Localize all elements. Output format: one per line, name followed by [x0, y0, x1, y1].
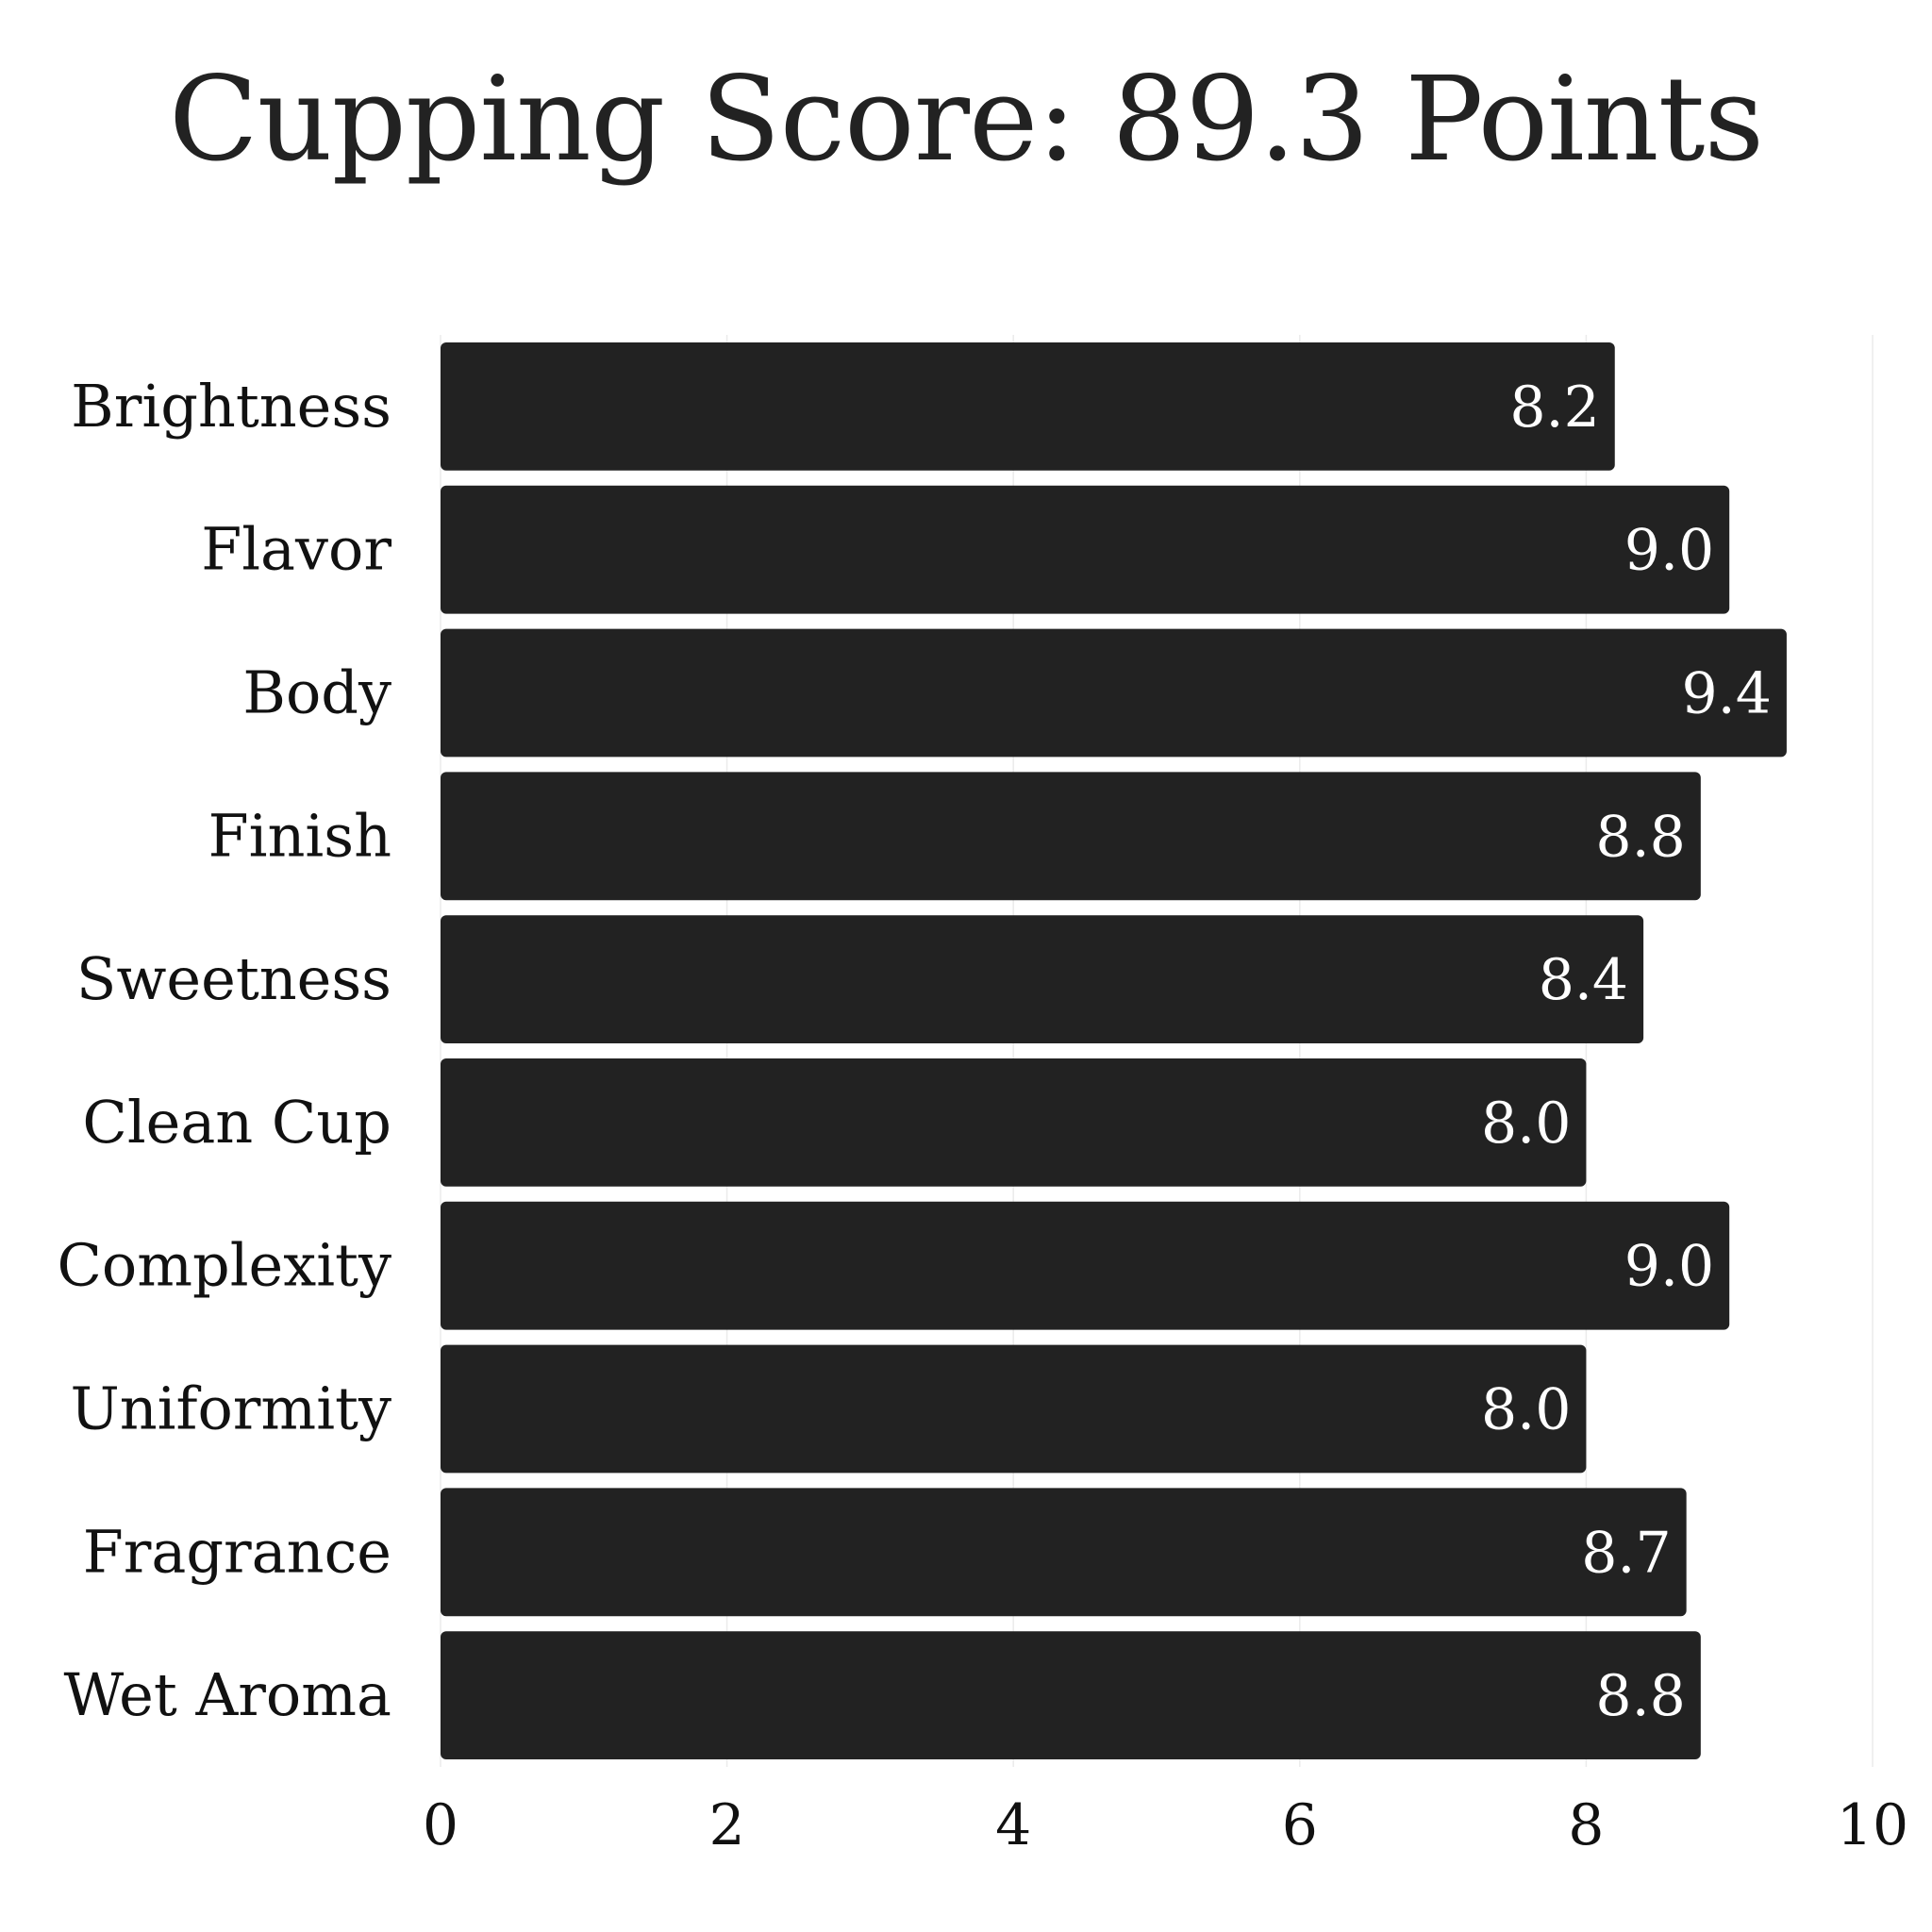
category-label-clean-cup: Clean Cup [82, 1088, 391, 1157]
x-tick-label-2: 2 [709, 1792, 745, 1858]
value-label-sweetness: 8.4 [1539, 947, 1628, 1013]
bar-uniformity [441, 1344, 1587, 1474]
x-tick-label-8: 8 [1568, 1792, 1604, 1858]
bar-clean-cup [441, 1058, 1587, 1187]
category-label-brightness: Brightness [71, 372, 391, 441]
value-label-uniformity: 8.0 [1481, 1377, 1571, 1443]
value-label-body: 9.4 [1681, 661, 1771, 727]
bars: 8.2 9.0 9.4 8.8 8.4 8.0 9.0 8.0 8.7 8.8 [441, 342, 1787, 1759]
category-labels: Brightness Flavor Body Finish Sweetness Clean… [57, 372, 391, 1729]
value-label-wet-aroma: 8.8 [1595, 1663, 1685, 1729]
bar-complexity [441, 1201, 1730, 1330]
category-label-fragrance: Fragrance [83, 1517, 391, 1586]
value-label-clean-cup: 8.0 [1481, 1091, 1571, 1157]
bar-fragrance [441, 1488, 1687, 1617]
x-axis-tick-labels: 0 2 4 6 8 10 [423, 1792, 1908, 1858]
chart-title: Cupping Score: 89.3 Points [168, 52, 1764, 188]
category-label-uniformity: Uniformity [71, 1374, 392, 1443]
x-tick-label-10: 10 [1837, 1792, 1908, 1858]
value-label-fragrance: 8.7 [1581, 1520, 1671, 1586]
bar-sweetness [441, 915, 1644, 1043]
x-tick-label-6: 6 [1282, 1792, 1318, 1858]
category-label-finish: Finish [208, 801, 391, 870]
category-label-body: Body [242, 658, 391, 727]
value-label-complexity: 9.0 [1624, 1234, 1714, 1300]
value-label-finish: 8.8 [1595, 804, 1685, 870]
bar-finish [441, 772, 1701, 901]
x-tick-label-0: 0 [423, 1792, 458, 1858]
bar-body [441, 628, 1787, 758]
bar-wet-aroma [441, 1631, 1701, 1759]
category-label-wet-aroma: Wet Aroma [64, 1660, 391, 1729]
bar-flavor [441, 485, 1730, 614]
x-tick-label-4: 4 [995, 1792, 1031, 1858]
category-label-flavor: Flavor [201, 515, 391, 584]
bar-brightness [441, 342, 1615, 471]
category-label-sweetness: Sweetness [76, 944, 391, 1013]
value-label-flavor: 9.0 [1624, 518, 1714, 584]
category-label-complexity: Complexity [57, 1231, 391, 1300]
value-label-brightness: 8.2 [1509, 375, 1599, 441]
